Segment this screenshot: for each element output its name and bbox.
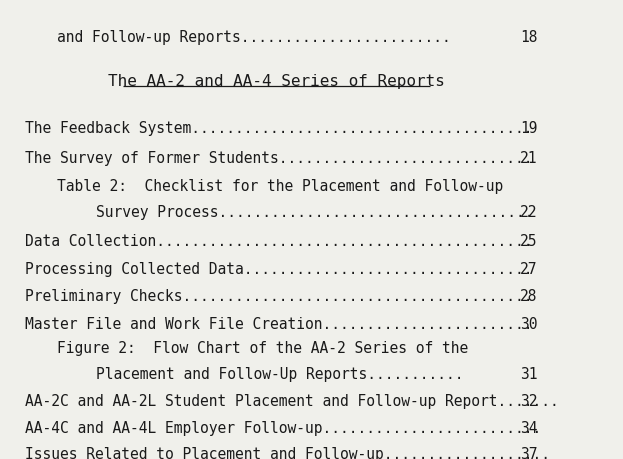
Text: The AA-2 and AA-4 Series of Reports: The AA-2 and AA-4 Series of Reports xyxy=(108,74,445,89)
Text: 27: 27 xyxy=(520,261,538,276)
Text: 18: 18 xyxy=(520,30,538,45)
Text: Table 2:  Checklist for the Placement and Follow-up: Table 2: Checklist for the Placement and… xyxy=(57,178,504,193)
Text: and Follow-up Reports........................: and Follow-up Reports...................… xyxy=(57,30,451,45)
Text: AA-4C and AA-4L Employer Follow-up.........................: AA-4C and AA-4L Employer Follow-up......… xyxy=(25,420,541,435)
Text: 22: 22 xyxy=(520,205,538,219)
Text: Survey Process....................................: Survey Process..........................… xyxy=(96,205,533,219)
Text: Processing Collected Data.................................: Processing Collected Data...............… xyxy=(25,261,532,276)
Text: 19: 19 xyxy=(520,121,538,136)
Text: 25: 25 xyxy=(520,234,538,248)
Text: 34: 34 xyxy=(520,420,538,435)
Text: Preliminary Checks........................................: Preliminary Checks......................… xyxy=(25,289,532,303)
Text: Data Collection...........................................: Data Collection.........................… xyxy=(25,234,532,248)
Text: Placement and Follow-Up Reports...........: Placement and Follow-Up Reports.........… xyxy=(96,366,464,381)
Text: 28: 28 xyxy=(520,289,538,303)
Text: 37: 37 xyxy=(520,446,538,459)
Text: The Survey of Former Students.............................: The Survey of Former Students...........… xyxy=(25,151,532,166)
Text: Figure 2:  Flow Chart of the AA-2 Series of the: Figure 2: Flow Chart of the AA-2 Series … xyxy=(57,340,468,355)
Text: The Feedback System.......................................: The Feedback System.....................… xyxy=(25,121,532,136)
Text: Issues Related to Placement and Follow-up...................: Issues Related to Placement and Follow-u… xyxy=(25,446,549,459)
Text: 30: 30 xyxy=(520,316,538,331)
Text: AA-2C and AA-2L Student Placement and Follow-up Report.......: AA-2C and AA-2L Student Placement and Fo… xyxy=(25,393,558,408)
Text: 21: 21 xyxy=(520,151,538,166)
Text: 31: 31 xyxy=(520,366,538,381)
Text: 32: 32 xyxy=(520,393,538,408)
Text: Master File and Work File Creation........................: Master File and Work File Creation......… xyxy=(25,316,532,331)
